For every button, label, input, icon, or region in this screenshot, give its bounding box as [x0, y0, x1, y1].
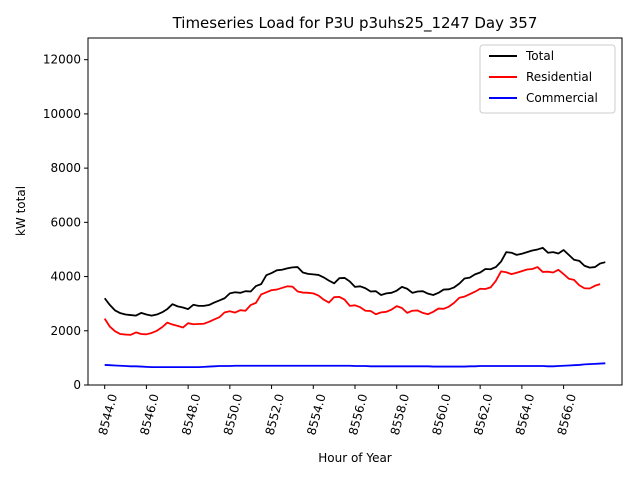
y-tick-label: 0 — [73, 378, 81, 392]
series-line-commercial — [104, 362, 606, 369]
chart-title: Timeseries Load for P3U p3uhs25_1247 Day… — [172, 14, 538, 33]
plot-area — [103, 246, 606, 369]
y-tick-label: 12000 — [43, 53, 81, 67]
y-axis: 0 2000 4000 6000 8000 10000 12000 — [43, 53, 88, 392]
legend-label-residential: Residential — [526, 70, 592, 84]
x-axis-label: Hour of Year — [318, 451, 392, 465]
y-tick-label: 4000 — [50, 270, 81, 284]
series-line-residential — [103, 266, 601, 336]
legend-label-total: Total — [525, 49, 554, 63]
y-axis-label: kW total — [14, 186, 28, 236]
y-tick-label: 10000 — [43, 107, 81, 121]
legend: Total Residential Commercial — [479, 44, 616, 114]
y-tick-label: 2000 — [50, 324, 81, 338]
legend-label-commercial: Commercial — [526, 91, 598, 105]
y-tick-label: 8000 — [50, 161, 81, 175]
y-tick-label: 6000 — [50, 215, 81, 229]
series-line-total — [103, 246, 606, 317]
legend-box — [479, 44, 616, 114]
